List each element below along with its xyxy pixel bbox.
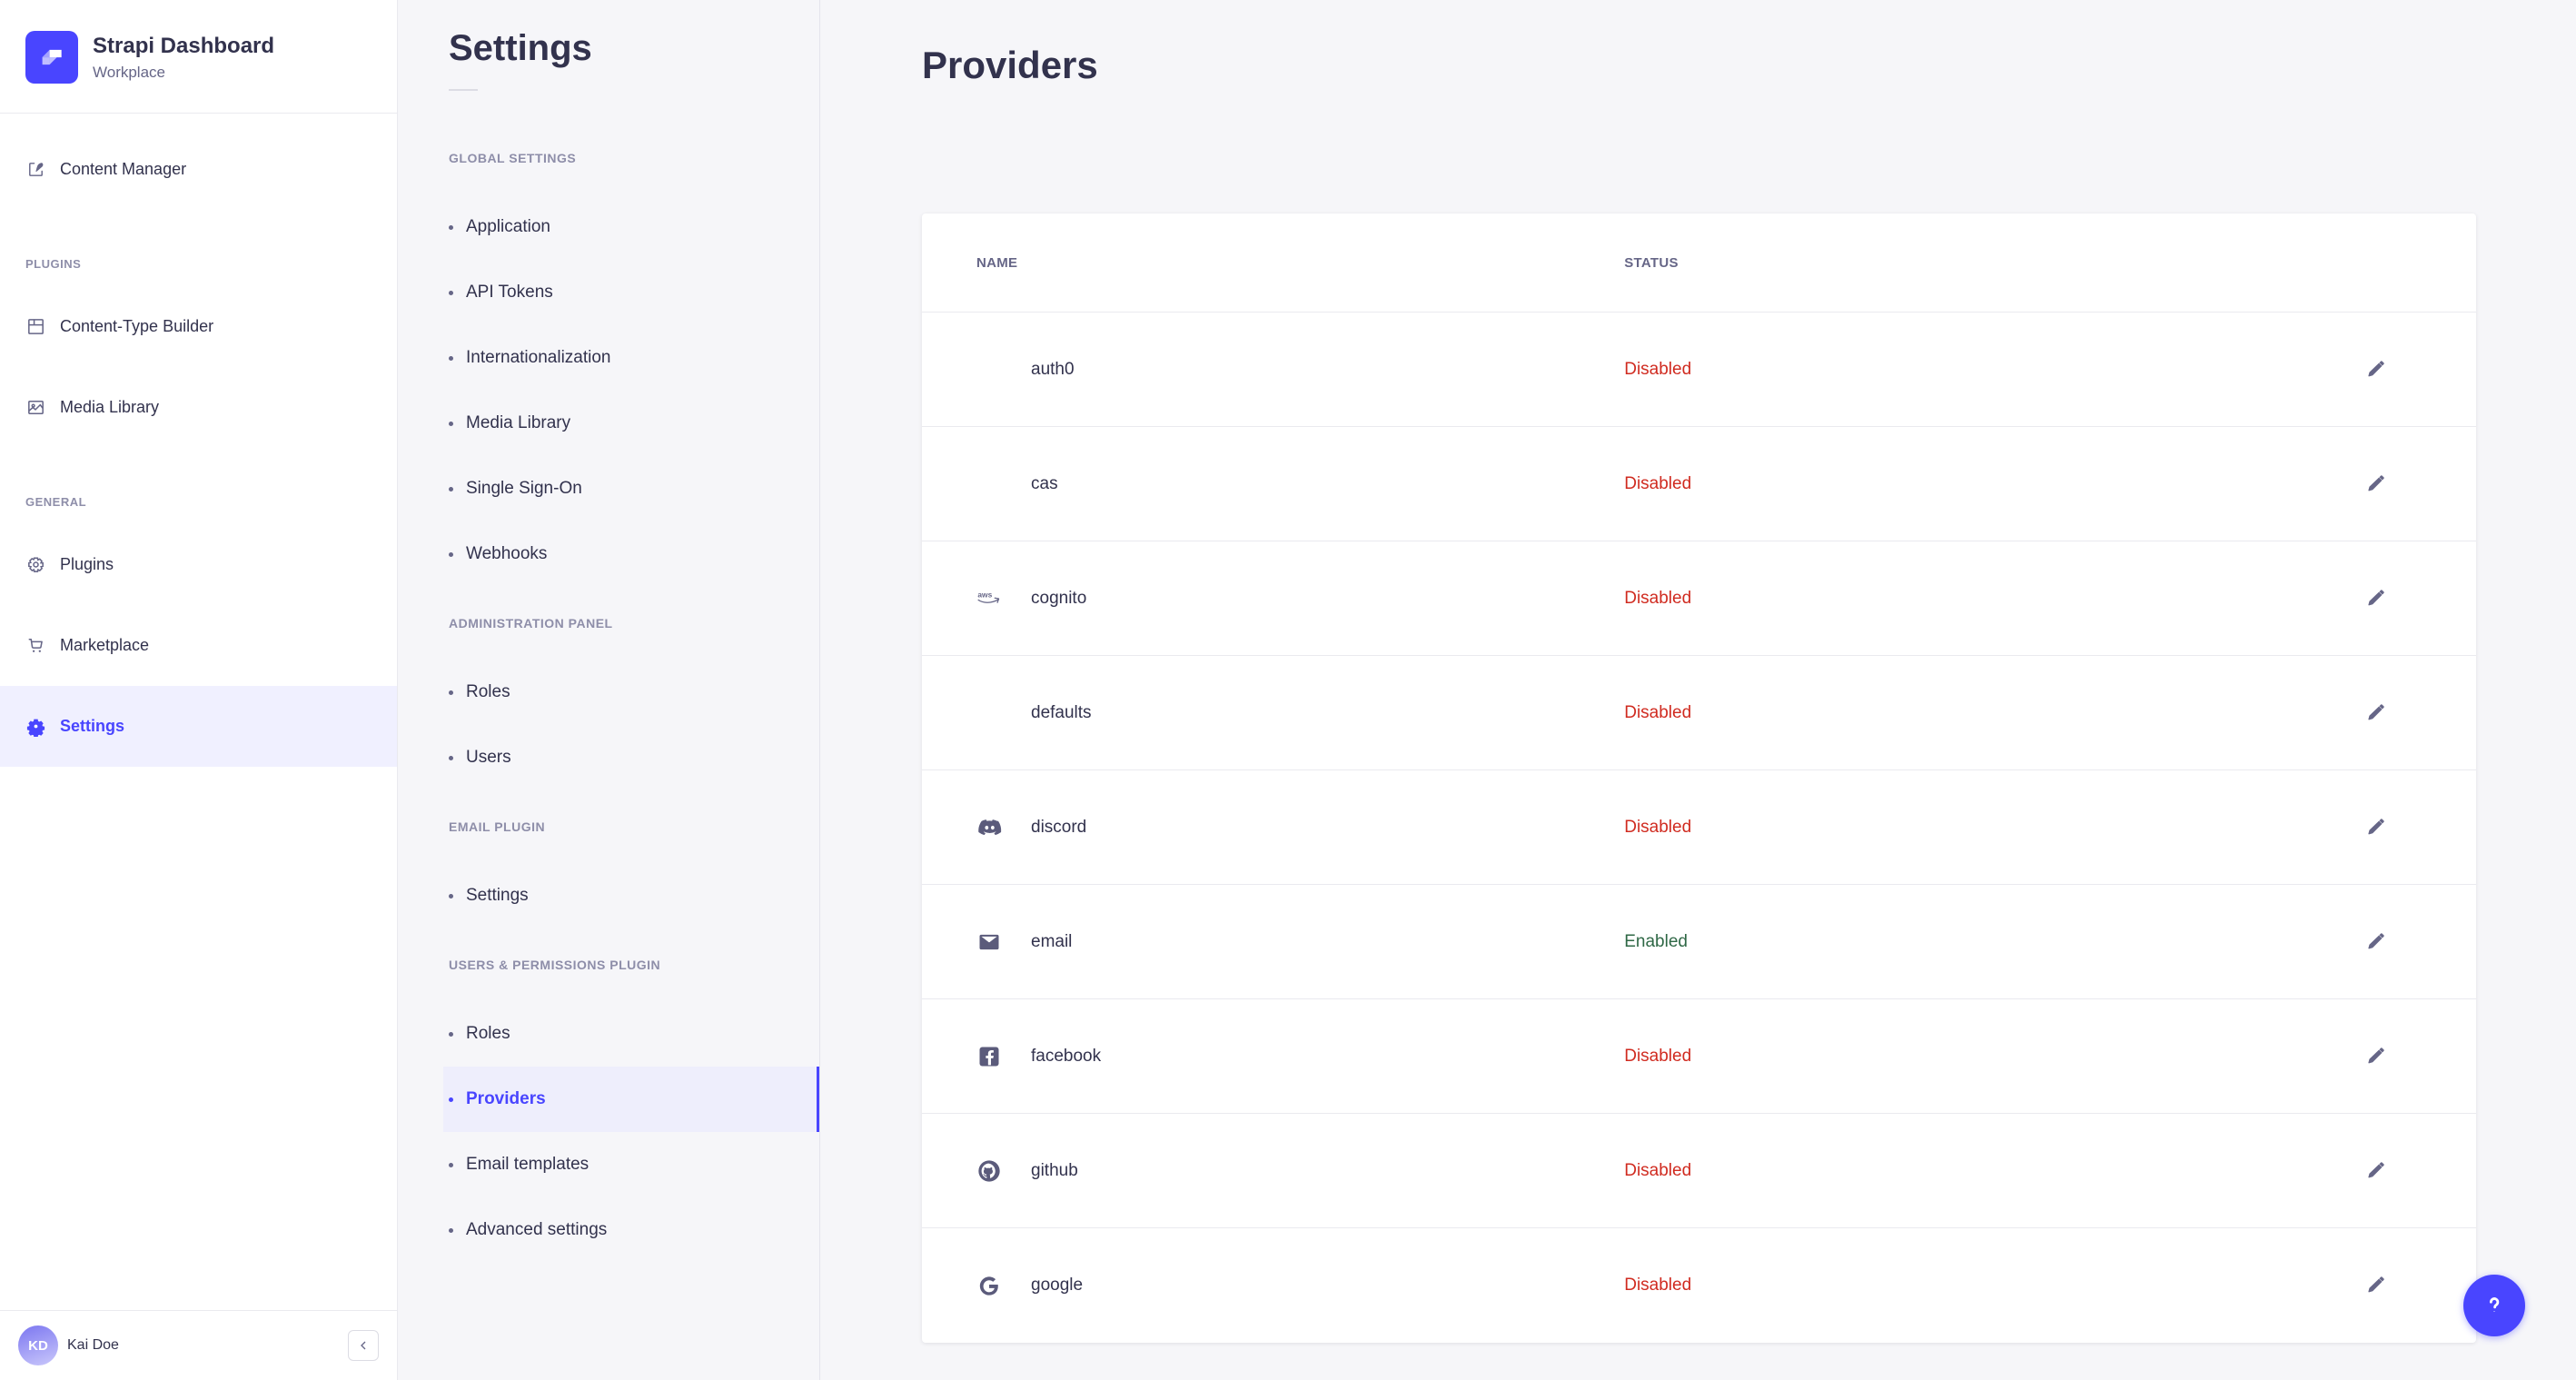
svg-text:aws: aws (977, 590, 992, 599)
